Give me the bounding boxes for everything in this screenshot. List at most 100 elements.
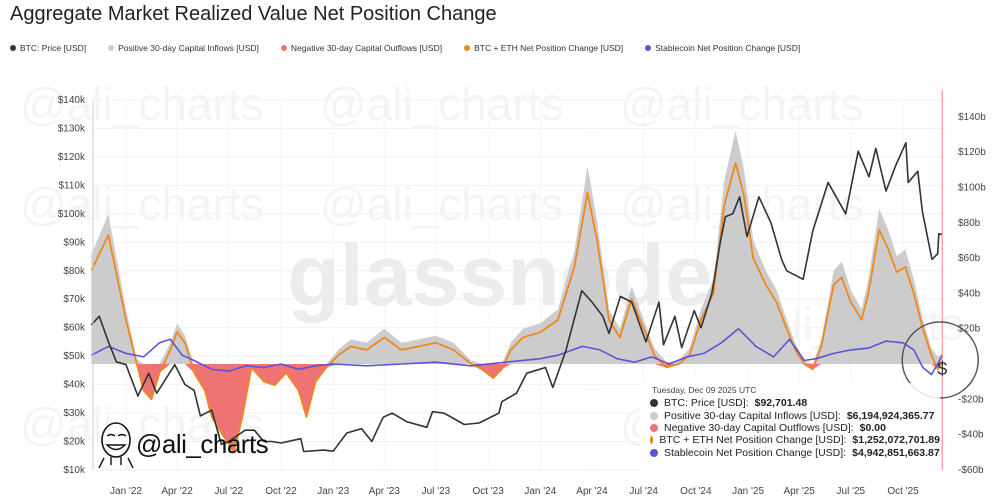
tooltip-swatch [650,399,658,408]
x-tick: Jan '24 [524,486,556,497]
tooltip-label: Stablecoin Net Position Change [USD]: [664,446,847,459]
legend-swatch [10,45,16,51]
tooltip-label: BTC: Price [USD]: [664,397,749,410]
tooltip-value: $0.00 [859,421,886,434]
x-tick: Jul '22 [214,486,243,497]
y-left-tick: $60k [63,323,86,334]
y-right-tick: $20b [958,324,981,335]
tooltip-date: Tuesday, Dec 09 2025 UTC [652,385,757,395]
y-left-tick: $90k [63,237,86,248]
tooltip-value: $1,252,072,701.89 [852,434,940,447]
tooltip-swatch [650,436,654,445]
legend-label: Positive 30-day Capital Inflows [USD] [118,43,259,53]
dollar-annotation: $ [937,359,947,379]
y-right-tick: $40b [958,288,981,299]
y-right-tick: $120b [958,147,986,158]
tooltip-swatch [650,411,658,420]
author-watermark: @ali_charts [20,78,264,130]
x-tick: Apr '22 [161,486,193,497]
legend-swatch [464,45,471,51]
y-left-tick: $100k [58,209,86,220]
axes: $10k $20k $30k $40k $50k $60k $70k $80k $90k $100… [58,90,986,497]
positive-inflows-area [91,131,943,364]
grid [93,99,945,471]
tooltip-swatch [650,448,658,457]
tooltip-label: Positive 30-day Capital Inflows [USD]: [664,409,841,422]
legend-label: BTC + ETH Net Position Change [USD] [474,43,624,53]
author-watermark: @ali_charts [320,178,564,230]
y-right-tick: $60b [958,253,981,264]
author-watermark: @ali_charts [620,78,864,130]
legend-item[interactable]: Negative 30-day Capital Outflows [USD] [280,43,443,53]
y-left-tick: $70k [63,294,86,305]
legend-swatch [645,45,652,51]
legend-label: Stablecoin Net Position Change [USD] [655,43,801,53]
highlight-circle [901,321,979,399]
y-left-tick: $110k [58,180,86,191]
y-right-tick: $140b [958,112,986,123]
x-tick: Jul '25 [837,486,866,497]
author-watermark: @ali_charts [320,78,564,130]
x-tick: Jul '24 [629,486,658,497]
legend-swatch [108,45,115,51]
series [90,131,943,454]
x-tick: Jan '23 [317,486,349,497]
btc-price-line [90,141,943,453]
y-left-tick: $50k [63,351,86,362]
tooltip-swatch [650,423,658,432]
legend-item[interactable]: BTC: Price [USD] [10,43,86,53]
legend-item[interactable]: Positive 30-day Capital Inflows [USD] [108,43,259,53]
legend: BTC: Price [USD] Positive 30-day Capital … [10,43,800,53]
y-left-tick: $80k [63,266,86,277]
author-handle: @ali_charts [136,428,269,459]
y-right-tick: -$20b [958,394,984,405]
watermarks: glassnode@ali_charts @ali_charts @ali_char… [20,78,964,450]
y-left-tick: $30k [63,408,86,419]
legend-label: Negative 30-day Capital Outflows [USD] [290,43,443,53]
chart-title: Aggregate Market Realized Value Net Posi… [10,3,497,25]
y-right-tick: $80b [958,218,981,229]
y-right-tick: $100b [958,183,986,194]
x-tick: Oct '24 [680,486,712,497]
tooltip-row: BTC: Price [USD]: $92,701.48 [650,397,940,409]
y-left-tick: $40k [63,380,86,391]
legend-swatch [280,45,287,51]
tooltip-value: $92,701.48 [754,397,808,410]
x-tick: Oct '22 [265,486,297,497]
legend-item[interactable]: BTC + ETH Net Position Change [USD] [464,43,623,53]
tooltip-row: Negative 30-day Capital Outflows [USD]: $… [650,422,940,434]
x-tick: Apr '25 [783,486,815,497]
y-left-tick: $10k [63,465,86,476]
tooltip-value: $6,194,924,365.77 [846,409,935,422]
stablecoin-net-line [91,327,943,376]
y-right-tick: -$60b [958,465,984,476]
tooltip-value: $4,942,851,663.87 [852,446,940,459]
x-tick: Jan '22 [110,486,142,497]
y-left-tick: $20k [63,437,86,448]
author-watermark: @ali_charts [20,178,264,230]
tooltip-row: Positive 30-day Capital Inflows [USD]: $6… [650,409,940,422]
x-tick: Apr '24 [576,486,608,497]
tooltip-row: Stablecoin Net Position Change [USD]: $4,… [650,447,940,459]
tooltip-label: Negative 30-day Capital Outflows [USD]: [664,421,854,434]
tooltip-label: BTC + ETH Net Position Change [USD]: [659,434,847,447]
x-tick: Jul '23 [422,486,451,497]
face-icon [98,422,134,468]
y-left-tick: $130k [58,123,86,134]
author-logo: @ali_charts [96,420,269,468]
x-tick: Jan '25 [732,486,764,497]
btc-eth-net-line [90,161,943,454]
legend-item[interactable]: Stablecoin Net Position Change [USD] [645,43,800,53]
negative-outflows-area [91,364,943,453]
x-tick: Oct '23 [472,486,504,497]
tooltip-row: BTC + ETH Net Position Change [USD]: $1,2… [650,434,940,446]
y-right-tick: -$40b [958,430,984,441]
tooltip: Tuesday, Dec 09 2025 UTC BTC: Price [USD… [640,383,940,471]
legend-label: BTC: Price [USD] [20,43,87,53]
y-left-tick: $140k [58,95,86,106]
x-tick: Oct '25 [887,486,919,497]
y-left-tick: $120k [58,152,86,163]
x-tick: Apr '23 [369,486,401,497]
glassnode-watermark: glassnode [287,228,712,324]
